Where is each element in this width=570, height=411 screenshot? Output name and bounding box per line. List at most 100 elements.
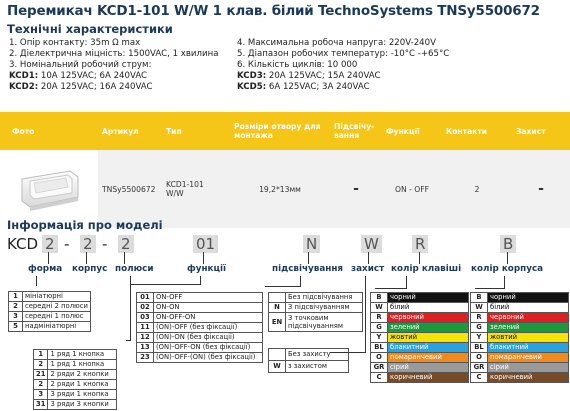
pole-key: 1	[32, 349, 49, 360]
spec-kcd2-label: KCD2:	[9, 82, 39, 92]
model-prefix: KCD	[7, 235, 39, 253]
body-color-code: O	[470, 352, 488, 363]
spec-line: 4. Максимальна робоча напруга: 220V-240V	[237, 38, 436, 48]
backlight-key: N	[268, 302, 286, 313]
key-color-code: G	[370, 322, 388, 333]
protection-value: Без захисту	[285, 348, 349, 361]
table-row: 03 ON-OFF-ON	[136, 312, 263, 323]
col-photo: Фото	[0, 112, 98, 150]
cell-backlight: -	[330, 150, 382, 228]
backlight-value: Без підсвічування	[285, 292, 363, 303]
function-key: 12	[136, 332, 154, 343]
table-row: EN З точковим підсвічуванням	[268, 312, 363, 332]
col-backlight: Підсвічу-вання	[330, 112, 382, 150]
function-key: 23	[136, 352, 154, 363]
label-key-color: колір клавіші	[391, 264, 462, 274]
label-functions: функції	[187, 264, 227, 274]
pole-key: 21	[32, 369, 49, 380]
label-body-color: колір корпуса	[471, 264, 544, 274]
spec-kcd3-label: KCD3:	[237, 71, 267, 81]
spec-line: KCD5: 6A 125VAC; 3A 240VAC	[237, 82, 449, 93]
label-form: форма	[28, 264, 63, 274]
table-row: 31 3 ряди 3 кнопки	[32, 399, 118, 410]
key-color-swatch: білий	[387, 302, 469, 313]
table-row: 11 (ON)-OFF (без фіксації)	[136, 322, 263, 333]
spec-line: KCD2: 20A 125VAC; 16A 240VAC	[9, 82, 218, 93]
body-color-code: GR	[470, 362, 488, 373]
pole-value: 2 ряди 2 кнопки	[47, 369, 118, 380]
label-protection: захист	[351, 264, 385, 274]
col-contacts: Контакти	[442, 112, 512, 150]
rocker-switch-image	[21, 170, 79, 211]
key-color-swatch: жовтий	[387, 332, 469, 343]
model-seg-poles: 2	[118, 235, 134, 253]
key-color-swatch: зелений	[387, 322, 469, 333]
label-poles: полюси	[115, 264, 154, 274]
function-key: 13	[136, 342, 154, 353]
function-value: (ON)-OFF-(ON) (без фіксації)	[153, 352, 263, 363]
col-protection: Захист	[512, 112, 570, 150]
function-value: (ON)-OFF-ON (без фіксації)	[153, 342, 263, 353]
table-row: 01 ON-OFF	[136, 292, 263, 303]
body-color-swatch: помаранчевий	[487, 352, 569, 363]
pole-value: 3 ряди 3 кнопки	[47, 399, 118, 410]
functions-table: 01 ON-OFF 02 ON-ON 03 ON-OFF-ON 11 (ON)-OFF …	[136, 292, 263, 363]
function-value: (ON)-OFF (без фіксації)	[153, 322, 263, 333]
cell-type-line2: W/W	[166, 189, 184, 198]
function-key: 11	[136, 322, 154, 333]
key-color-code: B	[370, 292, 388, 303]
spec-kcd5-value: 6A 125VAC; 3A 240VAC	[266, 82, 370, 92]
cell-contacts: 2	[442, 150, 512, 228]
table-row: TNSy5500672 KCD1-101 W/W 19,2*13мм - ON …	[0, 150, 570, 228]
function-value: ON-ON	[153, 302, 263, 313]
model-seg-form: 2	[42, 235, 58, 253]
pole-value: 3 ряди 1 кнопка	[47, 389, 118, 400]
model-seg-body: 2	[80, 235, 96, 253]
cell-article: TNSy5500672	[98, 150, 162, 228]
key-color-code: BL	[370, 342, 388, 353]
spec-kcd5-label: KCD5:	[237, 82, 267, 92]
table-row: Без підсвічування	[268, 292, 363, 303]
pole-key: 31	[32, 399, 49, 410]
model-seg-key-color: R	[412, 235, 429, 253]
model-info-heading: Інформація про моделі	[7, 218, 163, 232]
cell-type-line1: KCD1-101	[166, 180, 204, 189]
key-color-code: W	[370, 302, 388, 313]
form-key: 5	[8, 321, 23, 332]
backlight-key: EN	[268, 312, 286, 332]
body-color-swatch: червоний	[487, 312, 569, 323]
spec-kcd3-value: 20A 125VAC; 15A 240VAC	[266, 71, 381, 81]
key-color-swatch: червоний	[387, 312, 469, 323]
spec-line: 1. Опір контакту: 35m Ω max	[9, 38, 141, 48]
form-value: мініатюрні	[22, 291, 91, 302]
form-key: 3	[8, 311, 23, 322]
col-type: Тип	[162, 112, 230, 150]
function-value: ON-OFF	[153, 292, 263, 303]
backlight-key	[268, 292, 286, 303]
table-row: GR сірий	[470, 362, 569, 373]
col-size: Розміри отвору для монтажа	[230, 112, 330, 150]
cell-size: 19,2*13мм	[230, 150, 330, 228]
key-color-swatch: сірий	[387, 362, 469, 373]
model-dash: -	[102, 235, 108, 253]
specs-left: 1. Опір контакту: 35m Ω max 2. Діелектри…	[9, 38, 218, 93]
product-photo	[0, 150, 98, 228]
key-color-code: Y	[370, 332, 388, 343]
key-color-code: R	[370, 312, 388, 323]
table-row: 21 2 ряди 2 кнопки	[32, 369, 118, 380]
spec-line: KCD1: 10A 125VAC; 6A 240VAC	[9, 71, 218, 82]
form-value: надмініатюрні	[22, 321, 91, 332]
spec-kcd1-value: 10A 125VAC; 6A 240VAC	[38, 71, 148, 81]
body-color-swatch: чорний	[487, 292, 569, 303]
